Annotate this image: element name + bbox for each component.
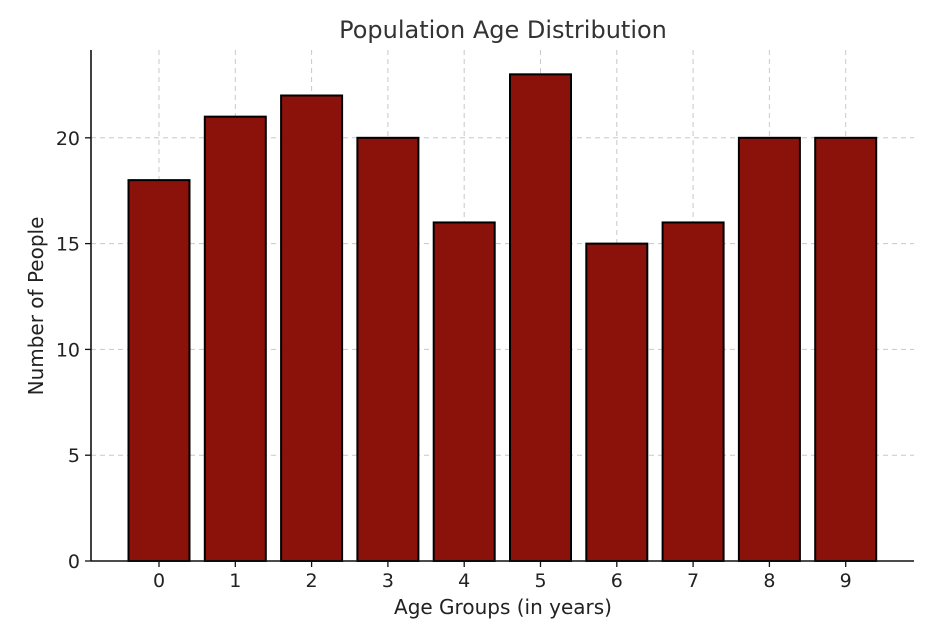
y-tick-label: 15 — [56, 234, 80, 256]
x-tick-label: 6 — [611, 570, 623, 592]
bar-6 — [585, 242, 649, 562]
y-tick-label: 20 — [56, 128, 80, 150]
x-tick-label: 0 — [153, 570, 165, 592]
bar-9 — [814, 136, 878, 563]
tick-labels: 0 5 10 15 20 0 1 2 3 4 5 6 7 8 9 — [56, 128, 852, 592]
x-tick-label: 5 — [534, 570, 546, 592]
y-tick-label: 10 — [56, 339, 80, 361]
x-axis-label: Age Groups (in years) — [394, 595, 612, 619]
bar-2 — [280, 94, 344, 562]
x-tick-label: 7 — [687, 570, 699, 592]
bar-4 — [432, 221, 496, 562]
chart-title: Population Age Distribution — [339, 16, 667, 44]
x-tick-label: 3 — [382, 570, 394, 592]
x-tick-label: 1 — [229, 570, 241, 592]
bar-1 — [203, 115, 267, 563]
x-tick-label: 8 — [763, 570, 775, 592]
y-tick-label: 5 — [68, 445, 80, 467]
bar-0 — [127, 179, 191, 562]
x-tick-label: 4 — [458, 570, 470, 592]
axes — [85, 50, 914, 567]
bar-5 — [509, 73, 572, 562]
bar-7 — [661, 221, 725, 562]
x-tick-label: 2 — [306, 570, 318, 592]
y-tick-label: 0 — [68, 551, 80, 573]
bars — [127, 73, 878, 563]
bar-8 — [737, 136, 801, 563]
y-axis-label: Number of People — [24, 217, 48, 396]
bar-3 — [356, 136, 420, 563]
x-tick-label: 9 — [840, 570, 852, 592]
